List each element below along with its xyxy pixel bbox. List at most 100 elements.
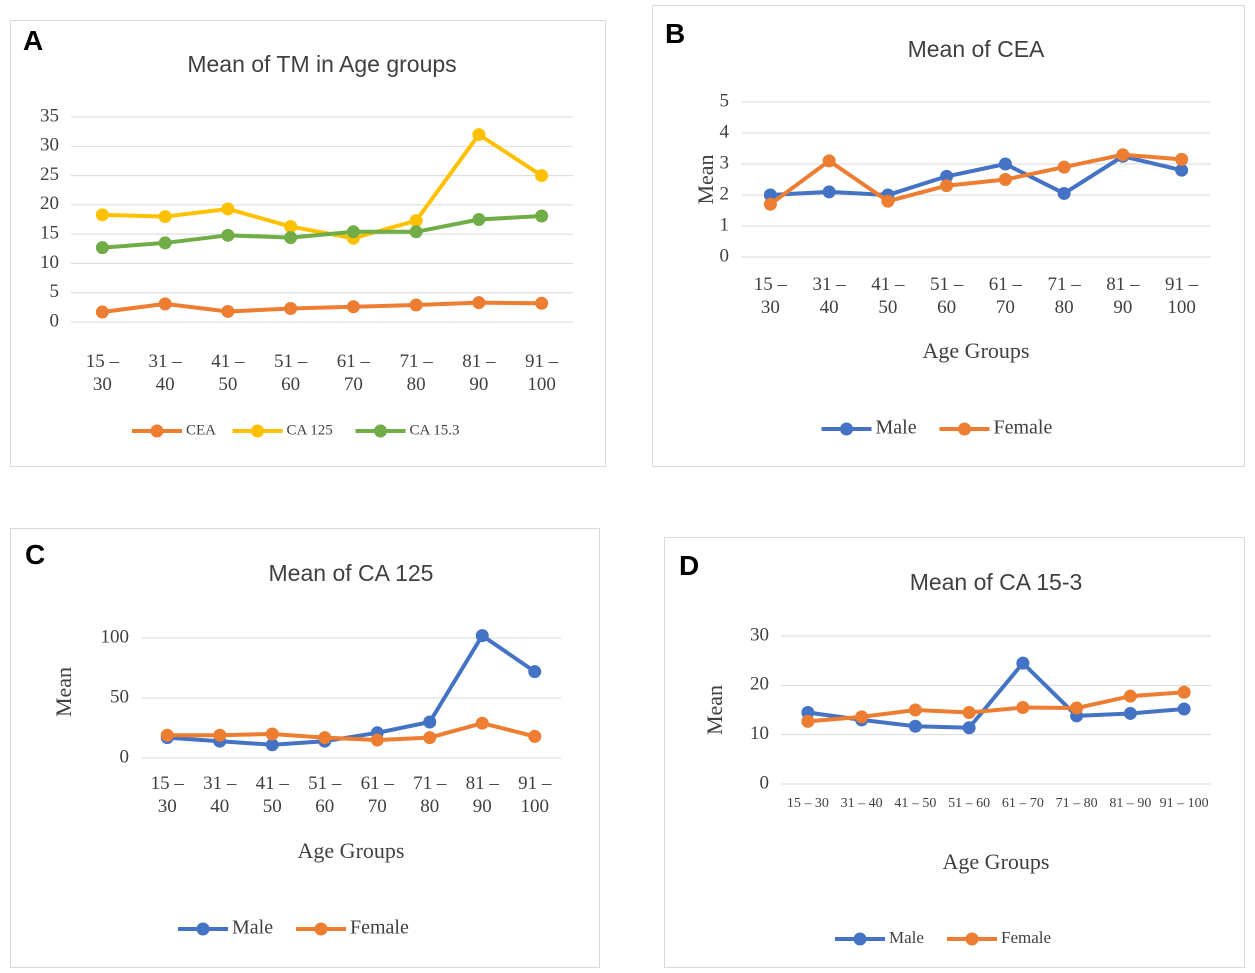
data-point <box>763 188 777 202</box>
legend-label: Male <box>232 917 273 939</box>
x-tick-label: 15 – 30 <box>85 351 119 395</box>
x-tick-label: 91 – 100 <box>518 773 552 817</box>
chart: Mean of CEA 0 1 2 3 4 5 Mean Age Groups Male Femal… <box>693 36 1211 439</box>
legend-marker <box>965 932 979 946</box>
legend-label: Female <box>1001 928 1051 947</box>
y-tick-label: 30 <box>40 135 59 156</box>
data-point <box>1177 702 1191 716</box>
x-axis-label: Age Groups <box>943 849 1050 874</box>
series-line <box>769 152 1182 206</box>
data-point <box>998 157 1012 171</box>
x-tick-label: 15 – 30 <box>753 274 787 318</box>
data-point <box>158 297 172 311</box>
x-tick-label: 81 – 90 <box>1109 796 1152 811</box>
y-tick-label: 50 <box>110 686 129 707</box>
y-tick-label: 0 <box>760 772 770 793</box>
x-tick-label: 51 – 60 <box>274 351 308 395</box>
x-tick-label: 71 – 80 <box>413 773 447 817</box>
data-point <box>265 727 279 741</box>
data-point <box>535 209 549 223</box>
x-tick-label: 61 – 70 <box>336 351 370 395</box>
data-point <box>423 731 437 745</box>
y-tick-label: 30 <box>750 624 769 645</box>
legend-label: CA 125 <box>287 422 333 438</box>
chart-title: Mean of CEA <box>908 36 1045 62</box>
series-line <box>807 661 1185 730</box>
data-point <box>475 716 489 730</box>
x-tick-label: 41 – 50 <box>211 351 245 395</box>
legend-label: Female <box>994 417 1053 439</box>
x-tick-label: 31 – 40 <box>840 796 883 811</box>
data-point <box>409 225 423 239</box>
x-tick-label: 81 – 90 <box>1106 274 1140 318</box>
data-point <box>822 185 836 199</box>
data-point <box>370 733 384 747</box>
legend-marker <box>840 422 853 436</box>
data-point <box>763 197 777 211</box>
x-tick-label: 15 – 30 <box>150 773 184 817</box>
x-tick-label: 31 – 40 <box>203 773 237 817</box>
series-line <box>770 154 1183 197</box>
data-point <box>1057 186 1071 200</box>
data-point <box>855 710 869 724</box>
data-point <box>346 225 360 239</box>
chart: Mean of CA 125 0 50 100 Mean Age Groups Male Fe… <box>51 560 561 939</box>
data-point <box>95 305 109 319</box>
data-point <box>472 296 486 310</box>
y-tick-label: 25 <box>40 164 59 185</box>
x-tick-label: 51 – 60 <box>308 773 342 817</box>
panel-letter: C <box>25 539 46 570</box>
data-point <box>284 231 298 245</box>
legend-label: CA 15.3 <box>410 422 460 438</box>
x-tick-label: 71 – 80 <box>399 351 433 395</box>
data-point <box>265 738 279 752</box>
x-tick-label: 31 – 40 <box>812 274 846 318</box>
data-point <box>535 169 549 183</box>
data-point <box>423 715 437 729</box>
data-point <box>221 304 235 318</box>
data-point <box>962 705 976 719</box>
x-tick-label: 61 – 70 <box>988 274 1022 318</box>
data-point <box>284 220 298 234</box>
y-tick-label: 4 <box>720 121 730 142</box>
series-line <box>807 690 1185 724</box>
x-tick-label: 61 – 70 <box>360 773 394 817</box>
data-point <box>908 719 922 733</box>
chart: Mean of TM in Age groups 0 5 10 15 20 25 30 35 CE… <box>40 51 573 438</box>
y-tick-label: 0 <box>50 310 60 331</box>
y-tick-label: 35 <box>40 105 59 126</box>
data-point <box>1175 163 1189 177</box>
x-tick-label: 51 – 60 <box>930 274 964 318</box>
data-point <box>1123 706 1137 720</box>
data-point <box>801 705 815 719</box>
y-tick-label: 0 <box>120 746 130 767</box>
data-point <box>1175 152 1189 166</box>
data-point <box>1016 701 1030 715</box>
x-tick-label: 91 – 100 <box>525 351 559 395</box>
data-point <box>221 228 235 242</box>
data-point <box>801 714 815 728</box>
data-point <box>940 169 954 183</box>
legend-marker <box>853 932 867 946</box>
data-point <box>409 298 423 312</box>
panel-letter: D <box>679 550 700 581</box>
data-point <box>962 721 976 735</box>
chart-panel: Mean of CA 15-3 0 10 20 30 Mean Age Groups Male… <box>664 537 1245 968</box>
data-point <box>881 194 895 208</box>
x-tick-label: 41 – 50 <box>894 796 937 811</box>
data-point <box>1016 656 1030 670</box>
x-tick-label: 31 – 40 <box>148 351 182 395</box>
x-tick-label: 15 – 30 <box>786 796 829 811</box>
x-tick-label: 51 – 60 <box>948 796 991 811</box>
x-tick-label: 41 – 50 <box>255 773 289 817</box>
legend-label: Male <box>889 928 924 947</box>
data-point <box>908 703 922 717</box>
data-point <box>160 728 174 742</box>
legend-marker <box>958 422 971 436</box>
x-tick-label: 61 – 70 <box>1001 796 1044 811</box>
data-point <box>1057 160 1071 174</box>
y-tick-label: 3 <box>720 152 730 173</box>
x-axis-label: Age Groups <box>298 838 405 863</box>
data-point <box>95 208 109 222</box>
